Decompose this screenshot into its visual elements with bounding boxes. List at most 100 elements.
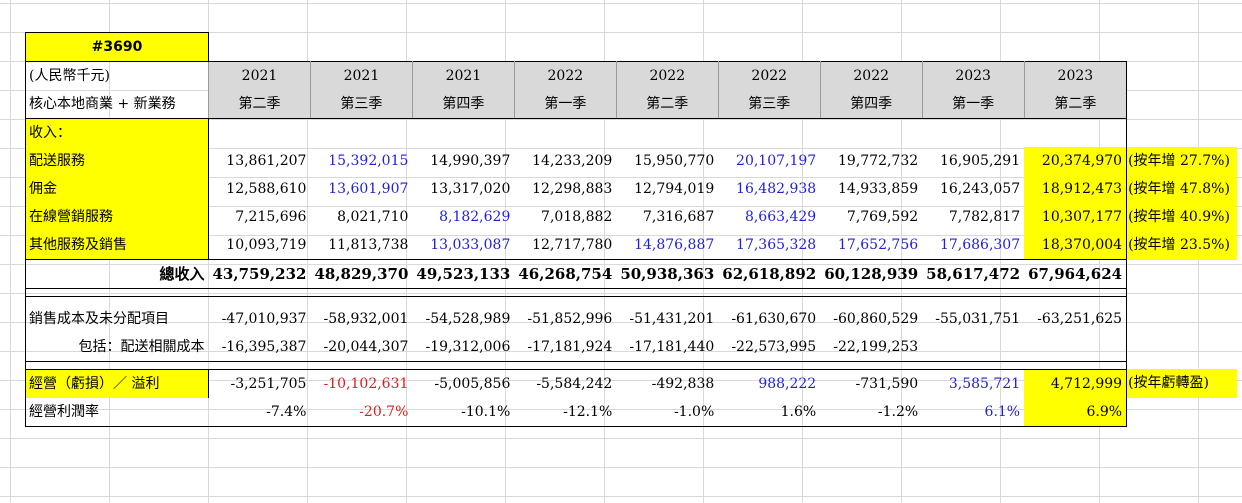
value-cell[interactable]: 13,861,207 xyxy=(226,153,307,169)
row-label[interactable]: 經營（虧損）／ 溢利 xyxy=(25,369,209,398)
value-cell[interactable]: 20,374,970 xyxy=(1024,147,1128,175)
value-cell[interactable]: 14,876,887 xyxy=(634,237,715,253)
quarter-cell[interactable]: 第一季 xyxy=(921,90,1025,119)
value-cell[interactable]: 7,316,687 xyxy=(643,209,715,225)
quarter-cell[interactable]: 第二季 xyxy=(615,90,719,119)
value-cell[interactable]: -3,251,705 xyxy=(230,375,307,392)
value-cell[interactable]: -16,395,387 xyxy=(221,338,307,355)
value-cell[interactable]: 20,107,197 xyxy=(736,153,817,169)
total-label[interactable]: 總收入 xyxy=(25,259,209,289)
value-cell[interactable] xyxy=(1024,332,1128,361)
value-cell[interactable]: 16,905,291 xyxy=(939,153,1021,169)
quarter-cell[interactable]: 第三季 xyxy=(717,90,821,119)
row-label[interactable]: 在線營銷服務 xyxy=(25,203,209,231)
value-cell[interactable]: 17,652,756 xyxy=(838,237,919,253)
value-cell[interactable]: 8,182,629 xyxy=(439,209,511,225)
year-cell[interactable]: 2023 xyxy=(1023,61,1128,90)
value-cell[interactable]: 16,243,057 xyxy=(939,181,1021,197)
row-label[interactable]: 經營利潤率 xyxy=(25,397,209,427)
value-cell[interactable]: -10.1% xyxy=(412,397,515,427)
value-cell[interactable]: 14,990,397 xyxy=(430,153,511,169)
value-cell[interactable]: 7,769,592 xyxy=(846,209,919,225)
value-cell[interactable]: 14,933,859 xyxy=(838,181,919,197)
year-cell[interactable]: 2022 xyxy=(513,61,617,90)
value-cell[interactable] xyxy=(922,333,1024,362)
total-cell[interactable]: 46,268,754 xyxy=(514,259,617,289)
total-cell[interactable]: 60,128,939 xyxy=(820,259,923,289)
segment-label[interactable]: 核心本地商業 + 新業務 xyxy=(25,90,209,119)
value-cell[interactable]: 10,093,719 xyxy=(226,237,307,253)
total-cell[interactable]: 67,964,624 xyxy=(1024,259,1128,289)
value-cell[interactable]: 13,033,087 xyxy=(430,237,511,253)
total-cell[interactable]: 49,523,133 xyxy=(412,259,515,289)
value-cell[interactable]: -60,860,529 xyxy=(833,310,919,327)
row-label[interactable]: 銷售成本及未分配項目 xyxy=(25,304,209,333)
year-cell[interactable]: 2021 xyxy=(208,61,311,90)
value-cell[interactable]: 14,233,209 xyxy=(532,153,613,169)
yoy-note[interactable]: (按年增 23.5%) xyxy=(1126,231,1237,260)
value-cell[interactable]: 12,298,883 xyxy=(532,181,613,197)
value-cell[interactable]: 7,018,882 xyxy=(541,209,613,225)
value-cell[interactable]: 18,370,004 xyxy=(1024,231,1128,260)
value-cell[interactable]: 12,588,610 xyxy=(226,181,307,197)
value-cell[interactable]: -17,181,440 xyxy=(629,338,715,355)
quarter-cell[interactable]: 第四季 xyxy=(819,90,923,119)
value-cell[interactable]: 19,772,732 xyxy=(838,153,919,169)
value-cell[interactable]: 11,813,738 xyxy=(328,237,409,253)
year-cell[interactable]: 2022 xyxy=(615,61,719,90)
value-cell[interactable]: -63,251,625 xyxy=(1024,304,1128,333)
value-cell[interactable]: 12,717,780 xyxy=(532,237,613,253)
value-cell[interactable]: 8,021,710 xyxy=(337,209,409,225)
value-cell[interactable]: -19,312,006 xyxy=(425,338,511,355)
value-cell[interactable]: -20.7% xyxy=(310,397,413,427)
value-cell[interactable]: 6.1% xyxy=(922,397,1025,427)
value-cell[interactable]: -55,031,751 xyxy=(935,310,1021,327)
value-cell[interactable]: 8,663,429 xyxy=(744,209,817,225)
value-cell[interactable]: 16,482,938 xyxy=(736,181,817,197)
quarter-cell[interactable]: 第二季 xyxy=(1023,90,1128,119)
value-cell[interactable]: 13,601,907 xyxy=(328,181,409,197)
value-cell[interactable]: 17,686,307 xyxy=(939,237,1021,253)
value-cell[interactable]: -51,431,201 xyxy=(629,310,715,327)
total-cell[interactable]: 62,618,892 xyxy=(718,259,821,289)
value-cell[interactable]: 7,215,696 xyxy=(235,209,307,225)
value-cell[interactable]: 18,912,473 xyxy=(1024,175,1128,203)
ticker-cell[interactable]: #3690 xyxy=(25,32,209,62)
value-cell[interactable]: -1.0% xyxy=(616,397,719,427)
value-cell[interactable]: 7,782,817 xyxy=(948,209,1021,225)
yoy-note[interactable]: (按年虧轉盈) xyxy=(1126,369,1237,398)
value-cell[interactable]: -22,199,253 xyxy=(833,338,919,355)
value-cell[interactable]: -61,630,670 xyxy=(731,310,817,327)
value-cell[interactable]: -5,005,856 xyxy=(434,375,511,392)
year-cell[interactable]: 2022 xyxy=(717,61,821,90)
year-cell[interactable]: 2023 xyxy=(921,61,1025,90)
value-cell[interactable]: -731,590 xyxy=(855,375,919,392)
value-cell[interactable]: 10,307,177 xyxy=(1024,203,1128,231)
year-cell[interactable]: 2022 xyxy=(819,61,923,90)
value-cell[interactable]: 1.6% xyxy=(718,397,821,427)
total-cell[interactable]: 50,938,363 xyxy=(616,259,719,289)
row-label[interactable]: 佣金 xyxy=(25,175,209,203)
value-cell[interactable]: 15,950,770 xyxy=(634,153,715,169)
value-cell[interactable]: 17,365,328 xyxy=(736,237,817,253)
revenue-header[interactable]: 收入： xyxy=(25,118,209,147)
value-cell[interactable]: -51,852,996 xyxy=(527,310,613,327)
value-cell[interactable]: 4,712,999 xyxy=(1024,369,1128,398)
yoy-note[interactable]: (按年增 47.8%) xyxy=(1126,175,1237,203)
total-cell[interactable]: 48,829,370 xyxy=(310,259,413,289)
yoy-note[interactable]: (按年增 27.7%) xyxy=(1126,147,1237,175)
value-cell[interactable]: -54,528,989 xyxy=(425,310,511,327)
year-cell[interactable]: 2021 xyxy=(309,61,413,90)
value-cell[interactable]: -22,573,995 xyxy=(731,338,817,355)
quarter-cell[interactable]: 第一季 xyxy=(513,90,617,119)
value-cell[interactable]: 15,392,015 xyxy=(328,153,409,169)
row-label[interactable]: 包括：配送相關成本 xyxy=(25,332,209,361)
quarter-cell[interactable]: 第三季 xyxy=(309,90,413,119)
value-cell[interactable]: 13,317,020 xyxy=(430,181,511,197)
value-cell[interactable]: -47,010,937 xyxy=(221,310,307,327)
quarter-cell[interactable]: 第二季 xyxy=(208,90,311,119)
value-cell[interactable]: 988,222 xyxy=(758,375,817,392)
value-cell[interactable]: -17,181,924 xyxy=(527,338,613,355)
value-cell[interactable]: -20,044,307 xyxy=(323,338,409,355)
value-cell[interactable]: -12.1% xyxy=(514,397,617,427)
